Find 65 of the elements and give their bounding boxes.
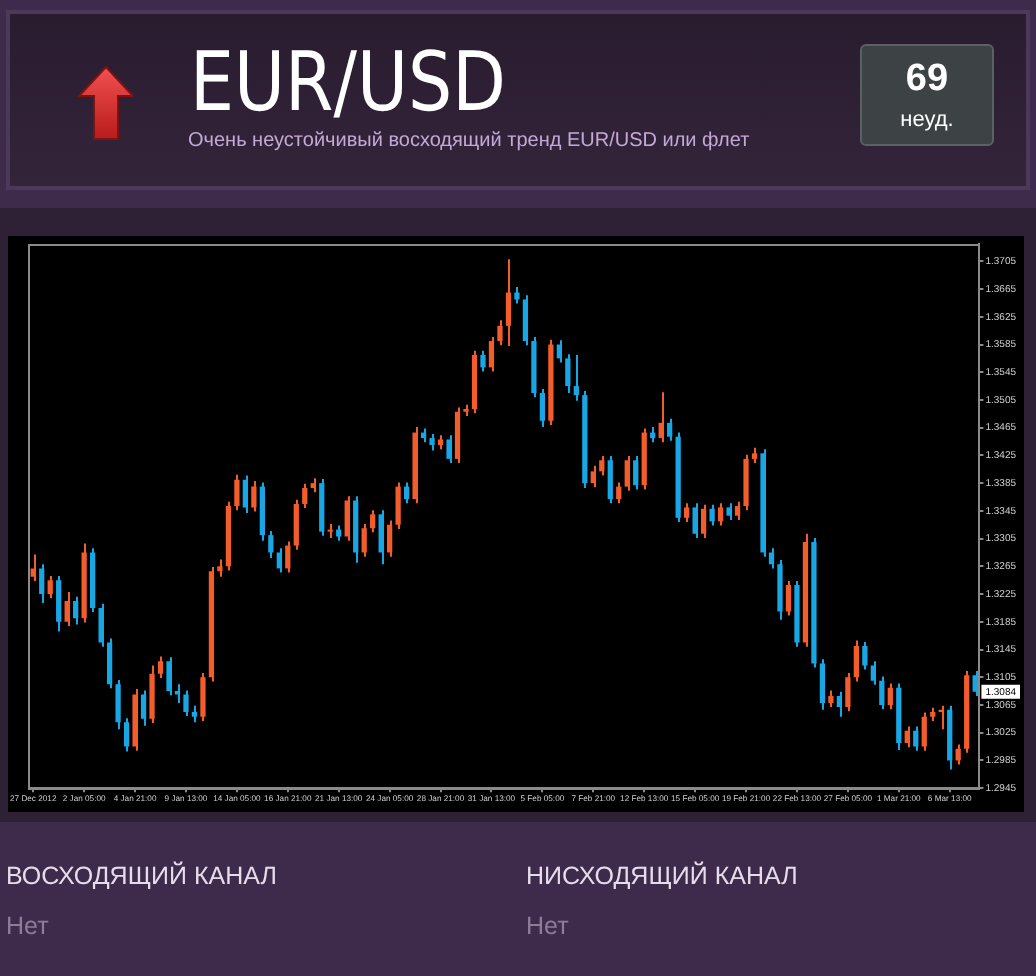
candlestick: [887, 682, 893, 711]
candlestick: [717, 502, 724, 527]
candlestick: [64, 590, 70, 627]
candlestick: [913, 725, 919, 752]
text: Нет: [6, 912, 49, 942]
candlestick: [361, 523, 367, 558]
candlestick: [862, 640, 868, 671]
candlestick: [403, 481, 410, 505]
candlestick: [140, 689, 147, 727]
candlestick: [454, 406, 461, 465]
candlestick: [616, 481, 622, 505]
candlestick: [234, 473, 240, 512]
text: Нет: [526, 912, 569, 942]
candlestick: [157, 655, 164, 679]
candlestick: [39, 563, 45, 605]
candlestick: [692, 502, 698, 539]
candlestick: [836, 690, 843, 718]
candlestick: [30, 553, 36, 582]
candlestick: [370, 509, 376, 534]
candlestick: [200, 672, 206, 722]
candlestick: [819, 658, 826, 711]
candlestick: [972, 670, 978, 697]
candlestick: [73, 595, 79, 626]
candlestick: [573, 353, 579, 402]
candlestick: [505, 258, 512, 347]
candlestick: [785, 579, 792, 617]
candlestick: [743, 453, 749, 512]
candlestick: [921, 711, 927, 752]
candlestick: [904, 725, 910, 749]
text: ВОСХОДЯЩИЙ КАНАЛ: [6, 862, 277, 892]
candlestick: [149, 664, 155, 724]
candlestick: [446, 434, 452, 465]
candlestick: [344, 495, 350, 542]
candlestick: [183, 689, 189, 718]
candlestick: [242, 474, 249, 514]
chart-subtitle: Очень неустойчивый восходящий тренд EUR/USD или флет: [188, 130, 750, 154]
text: неуд.: [898, 108, 956, 134]
candlestick: [285, 540, 291, 574]
candlestick: [56, 575, 62, 633]
text: 69: [903, 58, 951, 100]
candlestick: [658, 391, 664, 444]
candlestick: [684, 502, 690, 523]
candlestick: [302, 482, 308, 510]
candlestick: [590, 464, 596, 489]
candlestick: [938, 704, 944, 731]
candlestick: [166, 656, 172, 697]
candlestick: [268, 529, 274, 560]
candlestick: [624, 455, 630, 492]
chart-title: EUR/USD: [190, 34, 506, 130]
candlestick: [47, 575, 53, 600]
candlestick: [709, 503, 715, 527]
candlestick: [123, 717, 130, 753]
candlestick: [845, 672, 851, 713]
candlestick: [853, 639, 859, 683]
candlestick: [480, 349, 486, 373]
candlestick: [700, 503, 707, 539]
candlestick: [667, 417, 673, 442]
candlestick: [633, 455, 639, 491]
candlestick: [276, 547, 282, 574]
candlestick: [293, 498, 299, 551]
candlestick: [251, 480, 257, 513]
text: НИСХОДЯЩИЙ КАНАЛ: [526, 862, 798, 892]
candlestick: [539, 387, 546, 428]
candlestick: [607, 455, 613, 505]
candlestick: [378, 509, 384, 566]
